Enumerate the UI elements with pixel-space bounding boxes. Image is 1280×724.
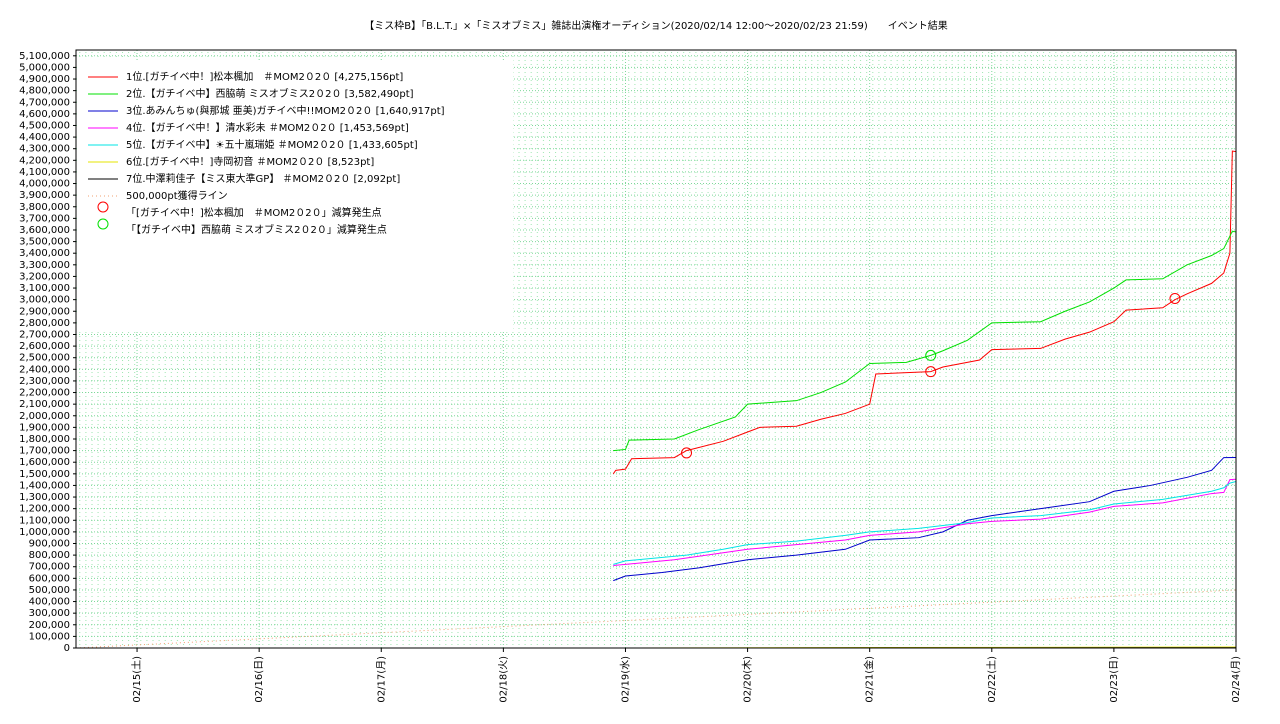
y-tick-label: 3,000,000 xyxy=(19,295,70,306)
y-tick-label: 2,500,000 xyxy=(19,353,70,364)
y-tick-label: 3,400,000 xyxy=(19,248,70,259)
y-tick-label: 5,100,000 xyxy=(19,51,70,62)
y-tick-label: 3,800,000 xyxy=(19,202,70,213)
y-tick-label: 1,800,000 xyxy=(19,434,70,445)
x-tick-label: 02/20(木) xyxy=(742,656,754,703)
y-tick-label: 1,000,000 xyxy=(19,527,70,538)
y-tick-label: 2,800,000 xyxy=(19,318,70,329)
y-tick-label: 900,000 xyxy=(29,538,70,549)
y-tick-label: 2,200,000 xyxy=(19,388,70,399)
legend-label: 2位.【ガチイベ中】西脇萌 ミスオブミス2０2０ [3,582,490pt] xyxy=(126,87,414,100)
x-tick-label: 02/17(月) xyxy=(375,656,387,703)
y-tick-label: 4,800,000 xyxy=(19,86,70,97)
x-tick-label: 02/18(火) xyxy=(497,656,509,703)
y-tick-label: 700,000 xyxy=(29,562,70,573)
x-tick-label: 02/21(金) xyxy=(863,656,876,703)
y-tick-label: 4,600,000 xyxy=(19,109,70,120)
y-tick-label: 3,500,000 xyxy=(19,237,70,248)
y-tick-label: 1,900,000 xyxy=(19,422,70,433)
y-tick-label: 4,300,000 xyxy=(19,144,70,155)
x-tick-label: 02/19(水) xyxy=(619,656,631,703)
y-tick-label: 400,000 xyxy=(29,597,70,608)
y-tick-label: 1,200,000 xyxy=(19,504,70,515)
legend-label: 「[ガチイベ中！]松本楓加 ＃MOM2０2０」減算発生点 xyxy=(126,206,382,219)
y-tick-label: 0 xyxy=(64,643,70,654)
x-tick-label: 02/16(日) xyxy=(254,656,265,703)
y-tick-label: 300,000 xyxy=(29,608,70,619)
y-tick-label: 1,600,000 xyxy=(19,457,70,468)
y-tick-label: 200,000 xyxy=(29,620,70,631)
y-tick-label: 4,900,000 xyxy=(19,74,70,85)
y-tick-label: 3,100,000 xyxy=(19,283,70,294)
legend-label: 5位.【ガチイベ中】☀五十嵐瑞姫 ＃MOM2０2０ [1,433,605pt] xyxy=(126,138,418,151)
x-tick-label: 02/22(土) xyxy=(985,656,998,703)
y-tick-label: 3,600,000 xyxy=(19,225,70,236)
y-tick-label: 2,700,000 xyxy=(19,329,70,340)
y-tick-label: 5,000,000 xyxy=(19,62,70,73)
x-tick-label: 02/24(月) xyxy=(1230,656,1242,703)
legend-label: 6位.[ガチイベ中！]寺岡初音 ＃MOM2０2０ [8,523pt] xyxy=(126,155,374,168)
y-tick-label: 1,400,000 xyxy=(19,480,70,491)
legend-label: 4位.【ガチイベ中！】清水彩未 ＃MOM2０2０ [1,453,569pt] xyxy=(126,121,409,134)
y-tick-label: 4,200,000 xyxy=(19,155,70,166)
y-tick-label: 3,700,000 xyxy=(19,213,70,224)
y-tick-label: 1,700,000 xyxy=(19,446,70,457)
y-tick-label: 600,000 xyxy=(29,573,70,584)
y-tick-label: 2,300,000 xyxy=(19,376,70,387)
y-tick-label: 4,000,000 xyxy=(19,179,70,190)
y-tick-label: 1,100,000 xyxy=(19,515,70,526)
legend-label: 3位.あみんちゅ(與那城 亜美)ガチイベ中!!MOM2０2０ [1,640,91… xyxy=(126,104,445,117)
y-tick-label: 4,500,000 xyxy=(19,120,70,131)
y-tick-label: 2,000,000 xyxy=(19,411,70,422)
chart-title: 【ミス枠B】「B.L.T.」×「ミスオブミス」雑誌出演権オーディション(2020… xyxy=(364,19,948,32)
x-tick-label: 02/23(日) xyxy=(1109,656,1120,703)
y-tick-label: 1,300,000 xyxy=(19,492,70,503)
y-tick-label: 3,200,000 xyxy=(19,271,70,282)
y-tick-label: 3,300,000 xyxy=(19,260,70,271)
y-tick-label: 3,900,000 xyxy=(19,190,70,201)
y-tick-label: 2,900,000 xyxy=(19,306,70,317)
y-tick-label: 1,500,000 xyxy=(19,469,70,480)
y-tick-label: 2,400,000 xyxy=(19,364,70,375)
y-tick-label: 4,400,000 xyxy=(19,132,70,143)
legend-label: 1位.[ガチイベ中！]松本楓加 ＃MOM2０2０ [4,275,156pt] xyxy=(126,70,403,83)
y-tick-label: 4,700,000 xyxy=(19,97,70,108)
y-tick-label: 4,100,000 xyxy=(19,167,70,178)
x-tick-label: 02/15(土) xyxy=(130,656,143,703)
y-tick-label: 2,600,000 xyxy=(19,341,70,352)
y-tick-label: 800,000 xyxy=(29,550,70,561)
legend-label: 500,000pt獲得ライン xyxy=(126,189,228,202)
legend-label: 7位.中澤莉佳子【ミス東大準GP】 ＃MOM2０2０ [2,092pt] xyxy=(126,172,400,185)
y-tick-label: 2,100,000 xyxy=(19,399,70,410)
legend-label: 「【ガチイベ中】西脇萌 ミスオブミス2０2０」減算発生点 xyxy=(126,223,387,236)
y-tick-label: 500,000 xyxy=(29,585,70,596)
y-tick-label: 100,000 xyxy=(29,631,70,642)
